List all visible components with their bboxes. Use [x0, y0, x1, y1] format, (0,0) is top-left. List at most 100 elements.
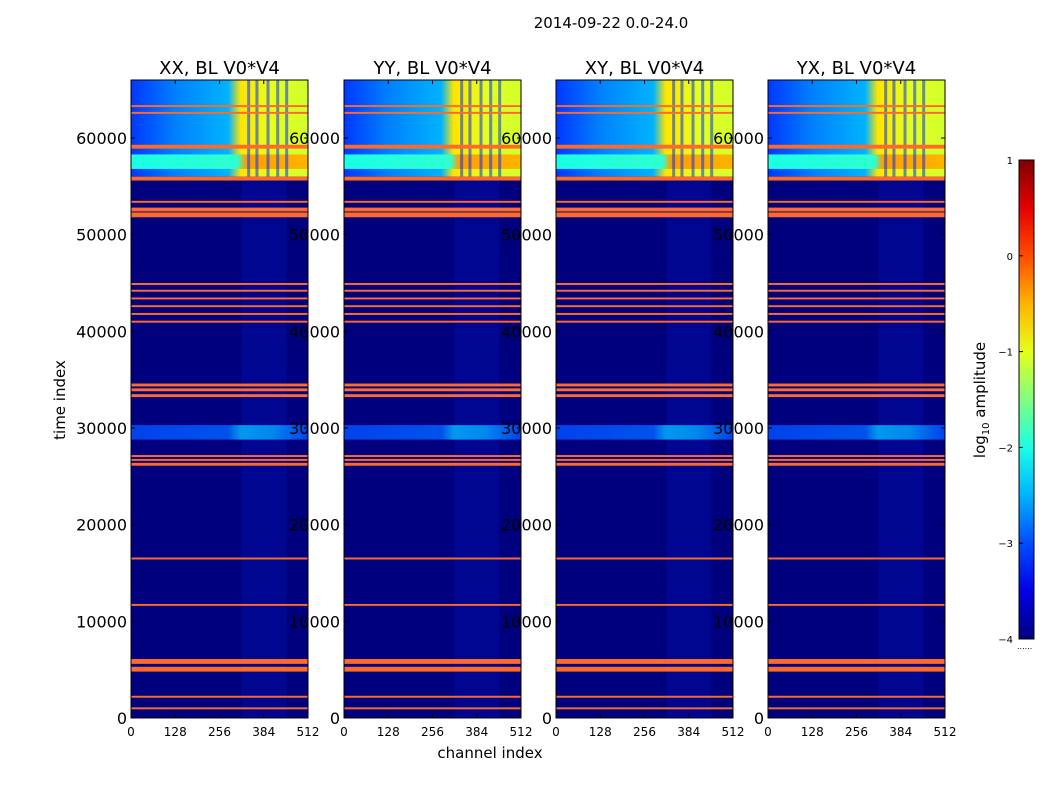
- flagged-row: [131, 283, 308, 285]
- flagged-row: [131, 207, 308, 212]
- flagged-row: [344, 462, 521, 466]
- noise-band: [556, 425, 733, 440]
- x-axis-label: channel index: [437, 744, 542, 762]
- flagged-row: [131, 707, 308, 710]
- y-tick-label: 50000: [501, 226, 552, 245]
- y-tick-label: 10000: [76, 612, 127, 631]
- rfi-stripe: [276, 80, 280, 177]
- y-tick-label: 40000: [289, 322, 340, 341]
- flagged-row: [768, 603, 945, 606]
- heatmap-0: [131, 80, 308, 718]
- colorbar-extra-mark: ......: [1017, 642, 1032, 651]
- flagged-row: [344, 455, 521, 457]
- x-tick-label: 0: [127, 725, 135, 739]
- y-tick-label: 40000: [501, 322, 552, 341]
- flagged-row: [344, 283, 521, 285]
- flagged-row: [556, 312, 733, 315]
- y-tick-label: 30000: [76, 419, 127, 438]
- flagged-row: [131, 557, 308, 560]
- rfi-column-region: [241, 176, 287, 718]
- flagged-row: [556, 320, 733, 323]
- y-tick-label: 60000: [713, 129, 764, 148]
- green-band: [131, 154, 308, 169]
- flagged-row: [131, 455, 308, 457]
- flagged-row: [344, 388, 521, 392]
- flagged-row: [768, 455, 945, 457]
- colorbar-tick-label: −1: [998, 348, 1013, 359]
- flagged-row: [556, 289, 733, 292]
- flagged-row: [131, 458, 308, 461]
- flagged-row: [768, 289, 945, 292]
- x-tick-label: 256: [208, 725, 231, 739]
- panel-title: XY, BL V0*V4: [585, 58, 704, 79]
- flagged-row: [556, 207, 733, 212]
- heatmap-background: [556, 80, 733, 718]
- x-tick-label: 128: [377, 725, 400, 739]
- y-tick-label: 60000: [289, 129, 340, 148]
- flagged-row: [556, 383, 733, 387]
- rfi-column-region: [454, 176, 500, 718]
- flagged-row: [131, 383, 308, 387]
- flagged-row: [344, 200, 521, 203]
- y-tick-label: 10000: [289, 612, 340, 631]
- flagged-row: [768, 200, 945, 203]
- flagged-row: [344, 312, 521, 315]
- flagged-row: [344, 105, 521, 108]
- flagged-row: [131, 111, 308, 114]
- y-axis-label: time index: [51, 360, 69, 440]
- colorbar-gradient: [1018, 159, 1035, 640]
- heatmap-1: [344, 80, 521, 718]
- flagged-row: [768, 105, 945, 108]
- green-band: [768, 154, 945, 169]
- heatmap-3: [768, 80, 945, 718]
- y-tick-label: 30000: [501, 419, 552, 438]
- flagged-row: [131, 144, 308, 149]
- flagged-row: [556, 305, 733, 308]
- flagged-row: [556, 388, 733, 392]
- colorbar-label: log10 amplitude: [971, 342, 992, 458]
- y-tick-label: 50000: [76, 226, 127, 245]
- rfi-stripe: [285, 80, 289, 177]
- flagged-row: [556, 603, 733, 606]
- y-tick-label: 60000: [501, 129, 552, 148]
- flagged-row: [344, 176, 521, 181]
- flagged-row: [768, 394, 945, 398]
- figure-title: 2014-09-22 0.0-24.0: [534, 14, 689, 32]
- flagged-row: [768, 283, 945, 285]
- flagged-row: [768, 305, 945, 308]
- flagged-row: [768, 144, 945, 149]
- flagged-row: [131, 297, 308, 300]
- colorbar-tick-label: −4: [998, 635, 1013, 646]
- flagged-row: [556, 458, 733, 461]
- y-tick-label: 20000: [76, 516, 127, 535]
- rfi-stripe: [468, 80, 472, 177]
- y-tick-label: 0: [542, 709, 552, 728]
- rfi-stripe: [680, 80, 684, 177]
- flagged-row: [768, 176, 945, 181]
- y-tick-label: 40000: [713, 322, 764, 341]
- rfi-stripe: [460, 80, 464, 177]
- flagged-row: [344, 666, 521, 672]
- y-tick-label: 20000: [289, 516, 340, 535]
- flagged-row: [556, 200, 733, 203]
- rfi-stripe: [672, 80, 676, 177]
- flagged-row: [556, 707, 733, 710]
- flagged-row: [556, 462, 733, 466]
- y-tick-label: 0: [754, 709, 764, 728]
- noise-band: [344, 425, 521, 440]
- y-tick-label: 0: [117, 709, 127, 728]
- x-tick-label: 0: [764, 725, 772, 739]
- flagged-row: [556, 176, 733, 181]
- flagged-row: [131, 388, 308, 392]
- flagged-row: [344, 207, 521, 212]
- flagged-row: [556, 212, 733, 218]
- flagged-row: [344, 695, 521, 698]
- panel-title: XX, BL V0*V4: [159, 58, 280, 79]
- flagged-row: [556, 111, 733, 114]
- flagged-row: [131, 659, 308, 664]
- flagged-row: [131, 200, 308, 203]
- noise-band: [768, 425, 945, 440]
- y-tick-label: 0: [330, 709, 340, 728]
- y-tick-label: 50000: [289, 226, 340, 245]
